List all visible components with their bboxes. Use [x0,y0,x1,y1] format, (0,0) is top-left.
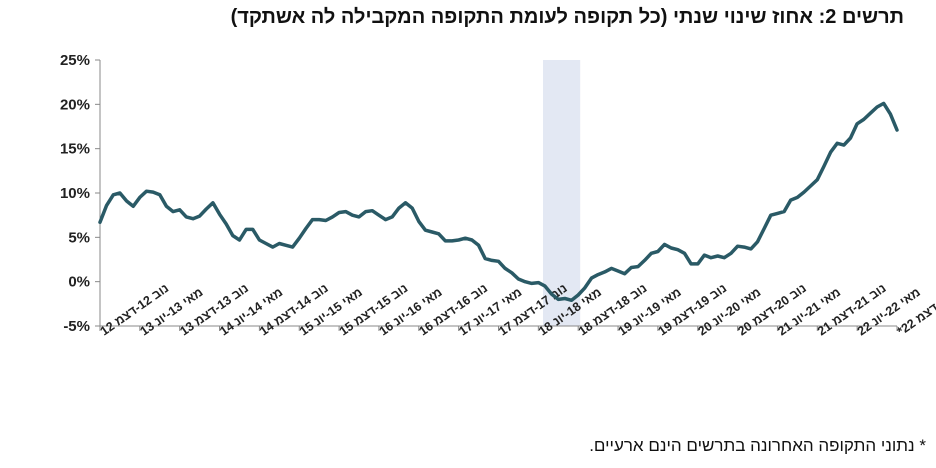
y-tick-label: 20% [60,96,90,113]
y-tick-label: 15% [60,141,90,158]
highlight-band [542,60,581,326]
y-tick-label: 5% [68,229,90,246]
y-tick-label: -5% [63,318,90,335]
footnote: * נתוני התקופה האחרונה בתרשים הינם ארעיי… [589,436,926,455]
x-tick-label: נוב 19-דצמ 19 [656,281,730,338]
x-tick-label: נוב 12-דצמ 12 [98,281,172,338]
x-tick-label: נוב 16-דצמ 16 [416,281,490,338]
series-line [98,101,899,303]
chart-title: תרשים 2: אחוז שינוי שנתי (כל תקופה לעומת… [230,6,904,28]
x-tick-label: נוב 18-דצמ 18 [576,281,650,338]
x-tick-label: נוב 13-דצמ 13 [177,281,251,338]
x-tick-label: נוב 14-דצמ 14 [257,281,331,338]
y-tick-label: 0% [68,274,90,291]
y-tick-label: 25% [60,52,90,69]
y-tick-label: 10% [60,185,90,202]
x-tick-label: נוב 15-דצמ 15 [337,281,411,338]
x-tick-label: נוב 20-דצמ 20 [735,281,809,338]
x-tick-label: נוב 21-דצמ 21 [815,281,889,338]
y-axis-ticks: -5% 0% 5% 10% 15% 20% 25% [60,52,100,335]
